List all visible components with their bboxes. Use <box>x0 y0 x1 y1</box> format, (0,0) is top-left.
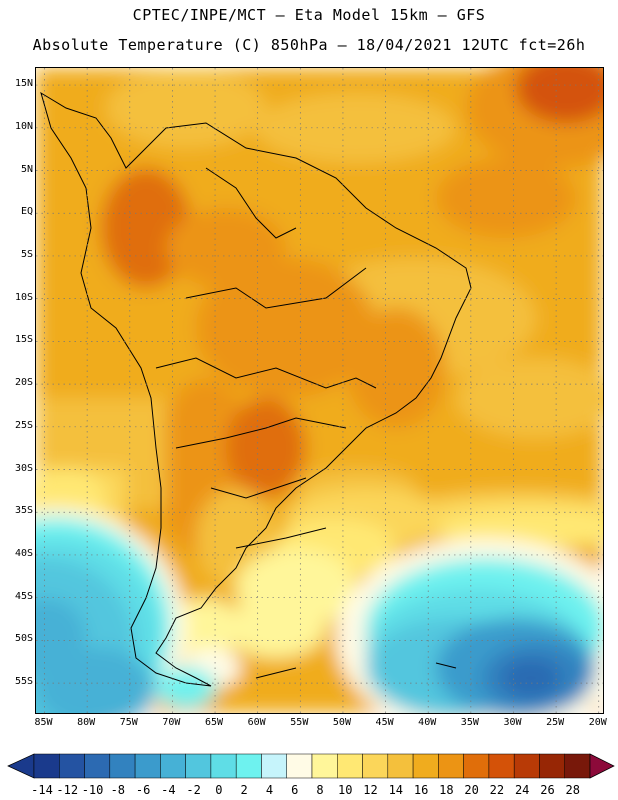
lon-tick-label: 70W <box>162 717 181 728</box>
colorbar-tick-label: -12 <box>56 783 79 797</box>
colorbar-tick-label: -10 <box>81 783 104 797</box>
lat-tick-label: 15S <box>14 334 33 346</box>
lat-tick-label: 30S <box>14 462 33 474</box>
lat-tick-label: 20S <box>14 377 33 389</box>
colorbar-segment <box>311 753 338 779</box>
colorbar-segment <box>210 753 237 779</box>
colorbar-segment <box>387 753 414 779</box>
colorbar-tick-label: 22 <box>489 783 505 797</box>
colorbar-extend-min <box>7 753 35 779</box>
lon-tick-label: 85W <box>34 717 53 728</box>
colorbar-extend-max <box>589 753 615 779</box>
colorbar-tick-label: 18 <box>439 783 454 797</box>
lat-tick-label: 40S <box>14 547 33 559</box>
lat-tick-label: 35S <box>14 505 33 517</box>
colorbar-segment <box>362 753 389 779</box>
lat-tick-label: 15N <box>14 78 33 90</box>
colorbar-segment <box>488 753 515 779</box>
colorbar-tick-label: 24 <box>514 783 530 797</box>
colorbar-tick-label: 14 <box>388 783 404 797</box>
colorbar-tick-label: 4 <box>265 783 274 797</box>
lon-tick-label: 20W <box>588 717 607 728</box>
lat-tick-label: 5S <box>20 248 33 260</box>
lat-tick-label: 5N <box>20 163 33 175</box>
colorbar-tick-label: -2 <box>186 783 201 797</box>
colorbar-segment <box>134 753 161 779</box>
colorbar-tick-label: 12 <box>363 783 378 797</box>
colorbar-segment <box>438 753 464 779</box>
lat-tick-label: 10N <box>14 120 33 132</box>
colorbar-tick-label: -4 <box>161 783 176 797</box>
coastline <box>40 91 472 687</box>
title-line-2: Absolute Temperature (C) 850hPa — 18/04/… <box>32 36 586 54</box>
lon-tick-label: 65W <box>205 717 224 728</box>
lat-tick-label: EQ <box>20 206 33 218</box>
colorbar-segment <box>185 753 212 779</box>
map-canvas <box>36 68 603 713</box>
lon-tick-label: 75W <box>119 717 138 728</box>
lon-tick-label: 60W <box>247 717 266 728</box>
colorbar-tick-label: 8 <box>316 783 324 797</box>
colorbar-tick-label: 2 <box>240 783 248 797</box>
lat-tick-label: 55S <box>14 676 33 688</box>
colorbar-segment <box>463 753 490 779</box>
lon-tick-label: 35W <box>460 717 479 728</box>
lon-tick-label: 55W <box>290 717 309 728</box>
colorbar-tick-label: 0 <box>215 783 223 797</box>
colorbar-tick-label: 28 <box>565 783 580 797</box>
colorbar-tick-label: -8 <box>110 783 126 797</box>
temperature-map <box>35 67 604 714</box>
colorbar-tick-label: 20 <box>464 783 479 797</box>
colorbar-segment <box>337 753 363 779</box>
lon-tick-label: 45W <box>375 717 394 728</box>
lat-tick-label: 45S <box>14 590 33 602</box>
lat-tick-label: 10S <box>14 291 33 303</box>
colorbar <box>7 753 615 779</box>
temperature-field <box>36 68 603 713</box>
lon-tick-label: 40W <box>418 717 437 728</box>
colorbar-segment <box>412 753 439 779</box>
lon-tick-label: 80W <box>77 717 96 728</box>
colorbar-tick-label: -6 <box>135 783 151 797</box>
colorbar-segment <box>564 753 591 779</box>
colorbar-segment <box>513 753 540 779</box>
colorbar-segment <box>109 753 136 779</box>
colorbar-segment <box>261 753 287 779</box>
colorbar-tick-label: 10 <box>338 783 353 797</box>
colorbar-segment <box>235 753 262 779</box>
colorbar-segment <box>539 753 565 779</box>
colorbar-tick-label: 16 <box>413 783 429 797</box>
colorbar-segment <box>84 753 111 779</box>
title-line-1: CPTEC/INPE/MCT — Eta Model 15km — GFS <box>132 6 486 24</box>
lat-tick-label: 25S <box>14 419 33 431</box>
lon-tick-label: 25W <box>546 717 565 728</box>
colorbar-tick-label: -14 <box>31 783 53 797</box>
colorbar-segment <box>160 753 186 779</box>
colorbar-tick-label: 6 <box>291 783 299 797</box>
colorbar-segment <box>59 753 85 779</box>
colorbar-tick-label: 26 <box>540 783 555 797</box>
colorbar-segment <box>33 753 60 779</box>
lon-tick-label: 30W <box>503 717 522 728</box>
lat-tick-label: 50S <box>14 633 33 645</box>
lon-tick-label: 50W <box>332 717 351 728</box>
colorbar-segment <box>286 753 313 779</box>
gridlines <box>36 68 603 713</box>
